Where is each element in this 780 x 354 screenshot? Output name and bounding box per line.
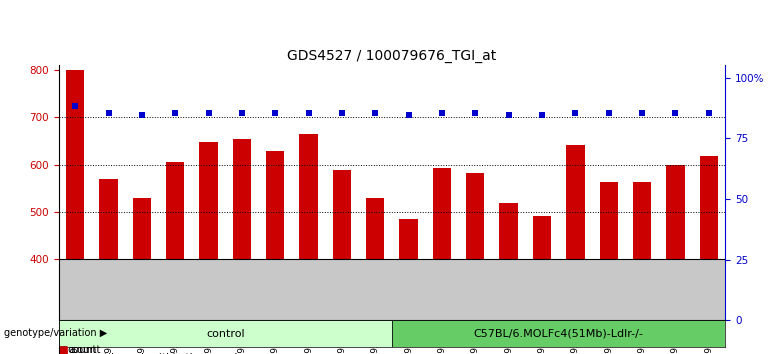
Bar [333,170,351,259]
Text: control: control [206,329,245,339]
Text: ■: ■ [58,353,69,354]
Point [502,113,515,118]
Bar [58,320,392,347]
Bar [133,198,151,259]
Bar [58,259,725,320]
Text: genotype/variation ▶: genotype/variation ▶ [4,329,107,338]
Bar [433,169,451,259]
Bar [166,162,184,259]
Text: count: count [68,345,98,354]
Title: GDS4527 / 100079676_TGI_at: GDS4527 / 100079676_TGI_at [287,49,497,63]
Bar [700,156,718,259]
Point [269,110,282,116]
Bar [300,134,317,259]
Bar [99,179,118,259]
Bar [499,203,518,259]
Point [569,110,582,116]
Point [102,110,115,116]
Bar [366,198,385,259]
Bar [466,173,484,259]
Point [602,110,615,116]
Point [236,110,248,116]
Point [669,110,682,116]
Bar [66,70,84,259]
Bar [566,145,584,259]
Point [303,110,315,116]
Bar [266,152,285,259]
Point [369,110,381,116]
Bar [200,142,218,259]
Bar [392,320,725,347]
Bar [633,182,651,259]
Text: ■ count: ■ count [58,345,101,354]
Bar [533,216,551,259]
Point [536,113,548,118]
Bar [666,165,685,259]
Point [169,110,182,116]
Point [703,110,715,116]
Bar [399,219,418,259]
Bar [600,182,618,259]
Point [436,110,448,116]
Text: percentile rank within the sample: percentile rank within the sample [68,353,243,354]
Point [469,110,481,116]
Bar [232,139,251,259]
Point [136,113,148,118]
Point [636,110,648,116]
Point [402,113,415,118]
Point [202,110,215,116]
Point [335,110,348,116]
Text: C57BL/6.MOLFc4(51Mb)-Ldlr-/-: C57BL/6.MOLFc4(51Mb)-Ldlr-/- [473,329,644,339]
Point [69,103,81,109]
Text: ■: ■ [58,345,69,354]
